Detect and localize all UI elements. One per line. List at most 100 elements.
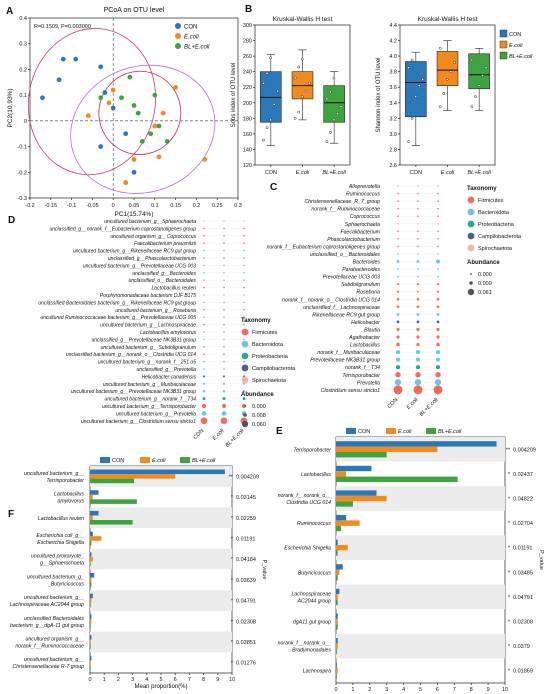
- pcoa-point-1: [110, 87, 116, 93]
- barF-bar: [90, 499, 137, 504]
- pcoa-point-0: [73, 56, 79, 62]
- pcoa-ytick-label: 0: [24, 119, 27, 125]
- shannon-point: [410, 116, 414, 120]
- barE-pvalue: 0.01869: [513, 669, 533, 675]
- bubbleC-row-label: Coprococcus: [350, 214, 381, 220]
- bubbleC-legend-title: Taxonomy: [467, 186, 497, 192]
- barF-row-label: uncultured bacterium_g__: [24, 471, 84, 477]
- pcoa-ylabel: PC2(10.93%): [7, 88, 14, 127]
- barF-bar: [90, 531, 93, 537]
- barE-bar: [336, 514, 347, 521]
- bubbleC-bubble: [417, 215, 419, 217]
- barF-legend-label: CON: [112, 458, 124, 464]
- barE-bar: [336, 618, 338, 625]
- barF-sig: *: [231, 599, 234, 605]
- bubbleC-bubble: [416, 260, 420, 263]
- bubbleD-bubble: [202, 397, 206, 401]
- bubbleD-bubble: [243, 316, 245, 319]
- barE-bar: [336, 648, 337, 655]
- bubbleD-bubble: [222, 375, 226, 378]
- pcoa-ytick-label: 0.4: [19, 16, 27, 22]
- bubbleD-bubble: [223, 220, 225, 222]
- barE-bar: [336, 471, 347, 477]
- barE-band: [336, 535, 505, 560]
- barF-bar: [90, 664, 91, 670]
- pcoa-point-2: [131, 103, 137, 108]
- barE-pvalue: 0.04791: [513, 595, 533, 601]
- pcoa-point-1: [152, 123, 158, 129]
- bubbleD-bubble: [202, 375, 206, 378]
- bubbleC-bubble: [436, 327, 440, 332]
- sobs-point: [265, 126, 269, 130]
- pcoa-point-1: [160, 110, 166, 116]
- bubbleD-bubble: [203, 345, 205, 348]
- barF-legend-label: E.coli: [152, 458, 166, 464]
- barE-row-label: Terrisporobacter: [293, 447, 331, 453]
- sobs-ylabel: Sobs index of OTU level: [231, 63, 237, 128]
- pcoa-ytick-label: -0.1: [18, 145, 27, 151]
- bubbleD-legend-label: Firmicutes: [252, 330, 278, 336]
- sobs-point: [293, 116, 297, 120]
- bubbleC-bubble: [416, 313, 420, 316]
- bubbleC-bubble: [435, 365, 441, 370]
- bubbleC-row-label: norank_f__Eubacterium coprostanoligenes …: [267, 244, 380, 250]
- bubbleD-bubble: [223, 279, 225, 282]
- barF-bar: [90, 655, 92, 661]
- bubbleC-row-label: norank_f__Ruminococcaceae: [311, 207, 380, 213]
- sobs-ytick-label: 300: [243, 23, 252, 29]
- pcoa-point-0: [40, 95, 45, 101]
- sobs-point: [297, 65, 301, 69]
- barE-bar: [336, 501, 353, 507]
- bubbleD-row-label: Faecalibacterium prausnitzii: [134, 241, 197, 247]
- shannon-point: [453, 60, 456, 64]
- bubbleD-bubble: [243, 249, 245, 252]
- bubbleC-bubble: [397, 238, 399, 240]
- shannon-xtick-label: E.coli: [441, 170, 455, 176]
- bubbleC-bubble: [397, 268, 399, 270]
- bubbleD-bubble: [203, 360, 205, 363]
- barE-row-label: Lachnospira: [303, 669, 331, 675]
- barF-row-label: norank_f__Ruminococcaceae: [15, 643, 84, 649]
- pcoa-point-2: [164, 139, 170, 144]
- sobs-point: [325, 140, 329, 144]
- shannon-point: [445, 78, 449, 81]
- panel-label-d: D: [8, 215, 15, 226]
- sobs-point: [300, 95, 304, 98]
- shannon-ytick-label: 3.4: [389, 101, 397, 107]
- barE-sig: *: [508, 620, 511, 626]
- bubbleD-bubble: [223, 323, 225, 326]
- pcoa-legend-dot: [175, 43, 181, 49]
- pcoa-point-0: [60, 56, 66, 62]
- barE-bar: [336, 643, 338, 649]
- bubbleD-bubble: [243, 294, 245, 296]
- bubbleC-bubble: [395, 372, 401, 378]
- barF-bar: [90, 593, 93, 599]
- bubbleD-bubble: [243, 286, 245, 289]
- pcoa-point-2: [148, 131, 154, 137]
- sobs-point: [269, 118, 272, 122]
- pcoa-point-1: [123, 180, 129, 185]
- bubbleC-bubble: [437, 245, 439, 248]
- barF-band: [90, 507, 232, 529]
- box-legend-swatch: [499, 40, 508, 49]
- bubbleC-xtick-label: E.coli: [406, 396, 420, 410]
- bubbleC-bubble: [416, 335, 420, 339]
- bubbleC-size-dot: [467, 288, 475, 296]
- bubbleD-bubble: [223, 286, 225, 289]
- barE-bar: [336, 539, 338, 545]
- bubbleD-row-label: uncultured bacterium_g__Clostridium sens…: [81, 419, 196, 425]
- shannon-point: [470, 105, 474, 109]
- bubbleD-bubble: [223, 368, 225, 370]
- barF-xlabel: Mean proportion(%): [134, 684, 187, 690]
- bubbleD-bubble: [203, 323, 205, 326]
- barF-band: [90, 590, 232, 611]
- bubbleD-bubble: [203, 301, 205, 304]
- barE-xtick-label: 9: [487, 687, 490, 693]
- panel-label-b: B: [245, 4, 252, 15]
- shannon-ytick-label: 3.8: [389, 70, 397, 76]
- barF-row-label: g__Sphaerochaeta: [40, 561, 84, 567]
- bubbleD-bubble: [203, 220, 205, 222]
- bubbleC-bubble: [435, 357, 441, 362]
- sobs-point: [339, 105, 343, 109]
- bubbleC-row-label: Blautia: [364, 327, 380, 333]
